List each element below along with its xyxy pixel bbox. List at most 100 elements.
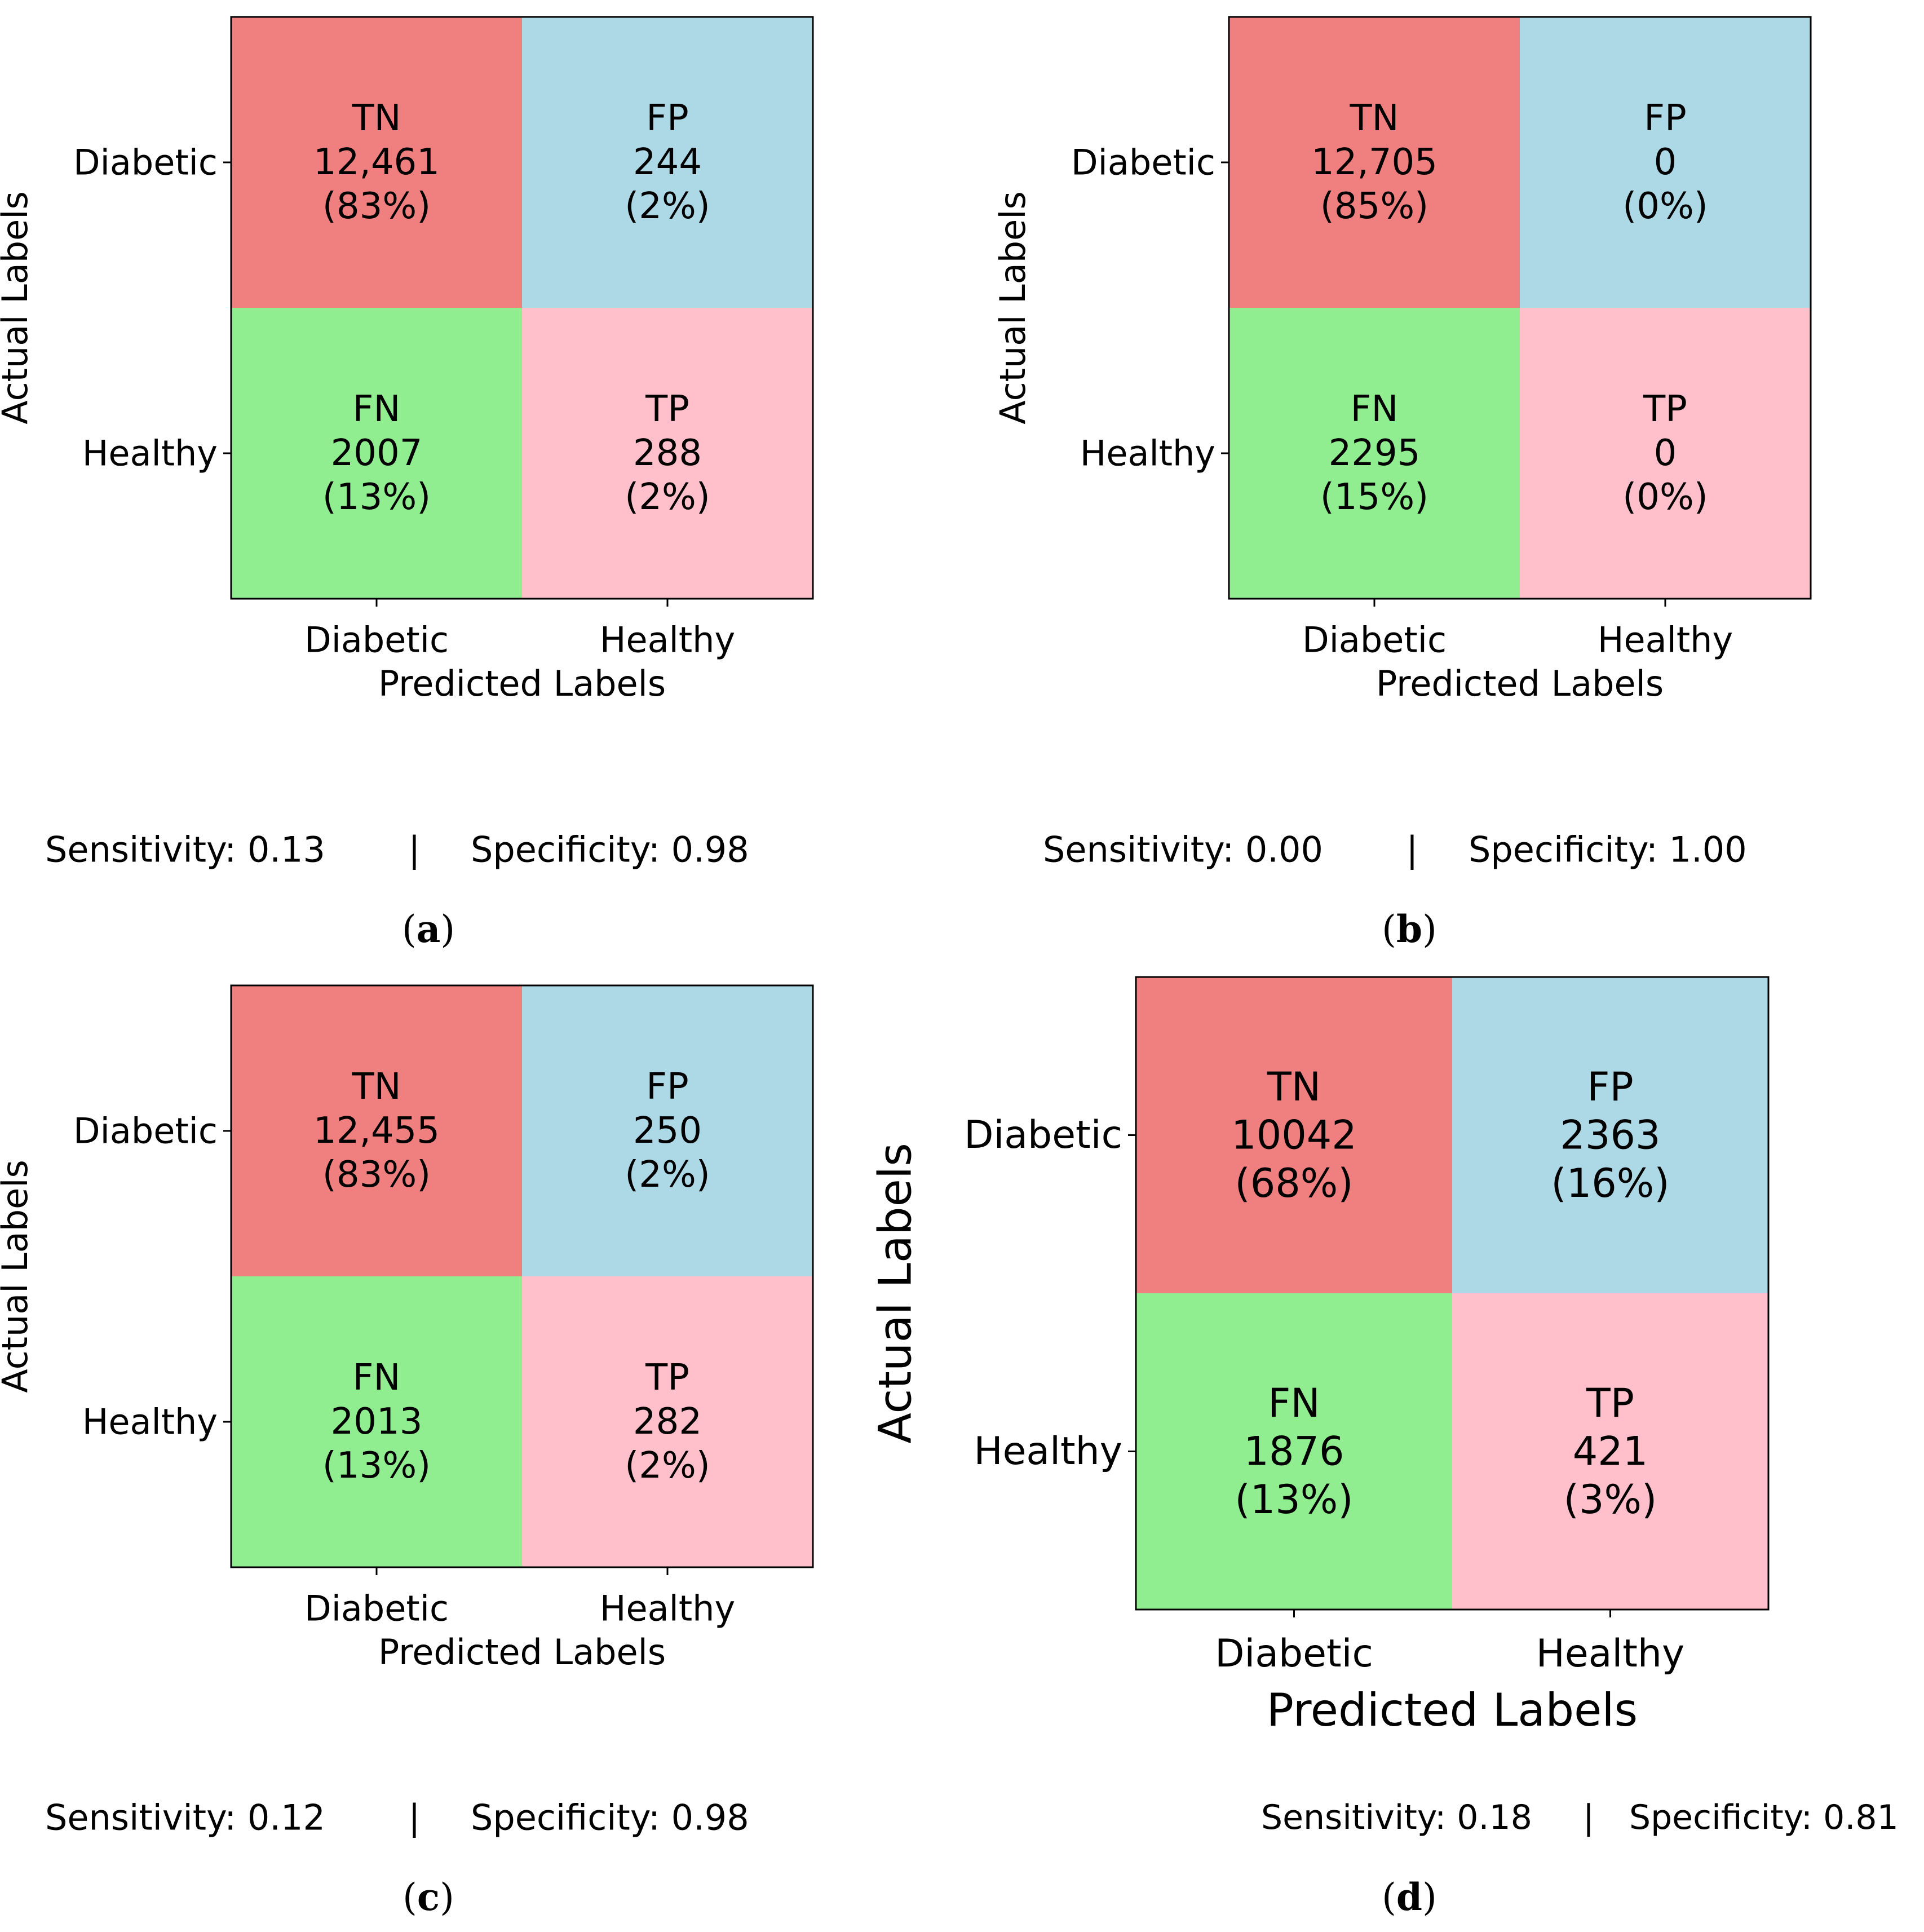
cell-tp-count: 282 <box>633 1401 702 1443</box>
cell-fn <box>231 1276 522 1567</box>
cell-tn-percent: (85%) <box>1320 185 1428 227</box>
x-tick-label: Healthy <box>600 619 735 660</box>
cell-fp-percent: (16%) <box>1551 1160 1669 1206</box>
cell-tp-label: TP <box>1586 1380 1634 1426</box>
y-tick-label: Healthy <box>82 1402 218 1443</box>
plot-frame <box>1135 976 1770 1611</box>
cell-tn <box>231 17 522 308</box>
cell-tp-percent: (0%) <box>1622 476 1708 518</box>
cell-tn-percent: (83%) <box>322 1154 431 1196</box>
cell-tn-count: 10042 <box>1231 1112 1357 1159</box>
x-axis-label: Predicted Labels <box>378 663 666 704</box>
confusion-matrix-panel-d: TN10042(68%)FP2363(16%)FN1876(13%)TP421(… <box>869 976 1899 1919</box>
y-tick-label: Healthy <box>974 1429 1122 1474</box>
y-axis-label: Actual Labels <box>869 1143 922 1444</box>
cell-tn-label: TN <box>352 1066 401 1108</box>
y-axis-label: Actual Labels <box>0 1160 36 1393</box>
cell-fn-label: FN <box>1351 388 1399 430</box>
cell-tn-label: TN <box>352 98 401 139</box>
metrics-separator: | <box>1583 1798 1594 1837</box>
y-axis-label: Actual Labels <box>0 191 36 425</box>
cell-tp-percent: (3%) <box>1564 1476 1657 1523</box>
confusion-matrix-panel-c: TN12,455(83%)FP250(2%)FN2013(13%)TP282(2… <box>0 984 814 1919</box>
cell-fn-count: 2295 <box>1329 432 1421 474</box>
cell-tp-percent: (2%) <box>625 476 710 518</box>
cell-tn-label: TN <box>1350 98 1399 139</box>
cell-tp-label: TP <box>1643 388 1687 430</box>
plot-frame <box>230 16 814 600</box>
cell-fp <box>1452 977 1768 1293</box>
cell-tn-count: 12,705 <box>1311 142 1438 183</box>
cell-fp-percent: (2%) <box>625 1154 710 1196</box>
cell-fp-count: 250 <box>633 1110 702 1152</box>
cell-tn-label: TN <box>1267 1064 1321 1110</box>
cell-fn-label: FN <box>353 388 401 430</box>
cell-fp <box>522 17 813 308</box>
cell-tn-percent: (68%) <box>1235 1160 1353 1206</box>
x-tick-label: Healthy <box>600 1588 735 1629</box>
plot-frame <box>1228 16 1812 600</box>
cell-tn-count: 12,461 <box>313 142 440 183</box>
y-tick-label: Healthy <box>82 433 218 474</box>
specificity-text: Specificity: 1.00 <box>1469 829 1747 870</box>
x-tick-label: Diabetic <box>304 1588 449 1629</box>
cell-tp-count: 0 <box>1654 432 1677 474</box>
cell-fp-count: 244 <box>633 142 702 183</box>
cell-fp-percent: (0%) <box>1622 185 1708 227</box>
y-tick-label: Diabetic <box>73 142 218 183</box>
cell-fn-count: 1876 <box>1244 1429 1344 1475</box>
cell-fn-percent: (15%) <box>1320 476 1428 518</box>
cell-fp-label: FP <box>646 98 688 139</box>
sensitivity-text: Sensitivity: 0.12 <box>45 1797 325 1838</box>
cell-tn-percent: (83%) <box>322 185 431 227</box>
cell-tp <box>1452 1293 1768 1610</box>
y-tick-label: Diabetic <box>73 1111 218 1152</box>
cell-tp <box>522 1276 813 1567</box>
cell-fp-count: 0 <box>1654 142 1677 183</box>
cell-fn <box>1136 1293 1452 1610</box>
cell-fp <box>1520 17 1811 308</box>
cell-fn-label: FN <box>353 1357 401 1399</box>
specificity-text: Specificity: 0.98 <box>471 829 749 870</box>
cell-fn-percent: (13%) <box>322 476 431 518</box>
panel-caption: (d) <box>1382 1875 1437 1919</box>
panel-caption: (a) <box>402 907 455 951</box>
cell-fp-count: 2363 <box>1560 1112 1660 1159</box>
cell-tn <box>1229 17 1520 308</box>
cell-tp-label: TP <box>645 388 689 430</box>
x-tick-label: Diabetic <box>1215 1632 1373 1676</box>
cell-fn-label: FN <box>1268 1380 1320 1426</box>
cell-tp-label: TP <box>645 1357 689 1399</box>
sensitivity-text: Sensitivity: 0.00 <box>1043 829 1323 870</box>
cell-fp-label: FP <box>646 1066 688 1108</box>
sensitivity-text: Sensitivity: 0.13 <box>45 829 325 870</box>
cell-fn-count: 2007 <box>331 432 423 474</box>
cell-tp-count: 288 <box>633 432 702 474</box>
y-tick-label: Diabetic <box>1071 142 1215 183</box>
x-tick-label: Diabetic <box>1302 619 1447 660</box>
confusion-matrix-panel-b: TN12,705(85%)FP0(0%)FN2295(15%)TP0(0%)Di… <box>992 16 1812 951</box>
metrics-separator: | <box>1406 829 1418 871</box>
cell-fn <box>1229 308 1520 599</box>
cell-tn <box>231 985 522 1276</box>
x-axis-label: Predicted Labels <box>1376 663 1664 704</box>
cell-tp-percent: (2%) <box>625 1445 710 1487</box>
x-axis-label: Predicted Labels <box>378 1632 666 1673</box>
cell-fn-percent: (13%) <box>1235 1476 1353 1523</box>
specificity-text: Specificity: 0.81 <box>1629 1798 1899 1837</box>
specificity-text: Specificity: 0.98 <box>471 1797 749 1838</box>
sensitivity-text: Sensitivity: 0.18 <box>1261 1798 1532 1837</box>
x-tick-label: Healthy <box>1536 1632 1685 1676</box>
cell-fp-label: FP <box>1587 1064 1633 1110</box>
cell-fn-count: 2013 <box>331 1401 423 1443</box>
cell-fn-percent: (13%) <box>322 1445 431 1487</box>
panel-caption: (c) <box>403 1875 454 1919</box>
cell-tp-count: 421 <box>1573 1429 1648 1475</box>
y-tick-label: Healthy <box>1080 433 1215 474</box>
x-axis-label: Predicted Labels <box>1267 1684 1638 1736</box>
cell-fp <box>522 985 813 1276</box>
y-axis-label: Actual Labels <box>992 191 1033 425</box>
panel-caption: (b) <box>1382 907 1437 951</box>
cell-fn <box>231 308 522 599</box>
